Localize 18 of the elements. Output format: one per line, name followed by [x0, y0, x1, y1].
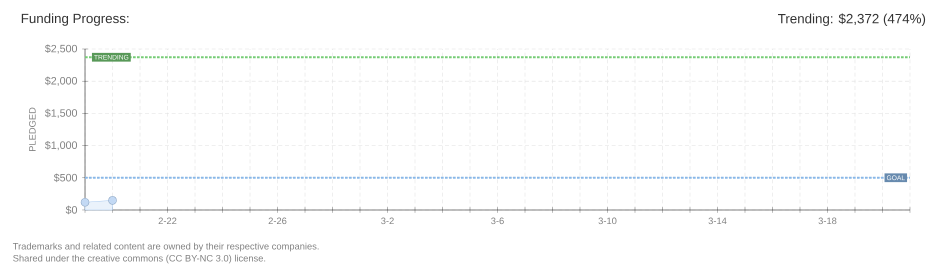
y-tick-label: $500: [54, 173, 78, 182]
y-tick-label: $2,000: [44, 76, 78, 86]
x-tick-label: 3-2: [381, 218, 394, 224]
x-tick-label: 3-18: [818, 218, 836, 224]
text: Trademarks and related content are owned by their respective companies.: [12, 242, 319, 252]
y-tick-label: $2,500: [44, 44, 78, 54]
x-tick-label: 3-14: [708, 218, 727, 224]
x-tick-label: 2-22: [158, 218, 176, 224]
x-tick-label: 2-26: [268, 218, 286, 224]
x-tick-label: 3-6: [491, 218, 504, 224]
y-tick-label: $1,500: [44, 108, 78, 118]
chart-title: Funding Progress:: [22, 13, 128, 26]
text: Shared under the creative commons (CC BY-NC 3.0) license.: [13, 254, 266, 264]
x-tick-label: 3-10: [598, 218, 616, 224]
y-tick-label: $1,000: [44, 140, 78, 150]
y-axis-title: PLEDGED: [29, 108, 36, 152]
y-tick-label: $0: [66, 206, 78, 214]
chart-subtitle: Trending: $2,372 (474%): [778, 13, 926, 26]
